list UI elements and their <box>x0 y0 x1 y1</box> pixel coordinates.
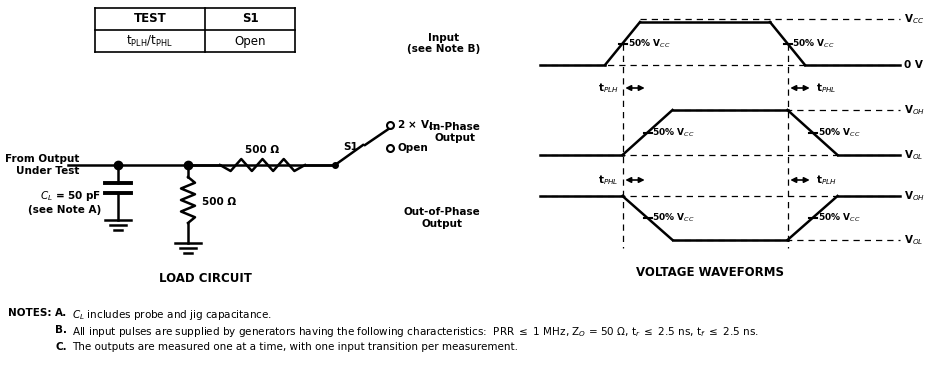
Text: From Output
Under Test: From Output Under Test <box>5 154 80 176</box>
Text: TEST: TEST <box>134 13 166 25</box>
Text: B.: B. <box>55 325 67 335</box>
Text: $C_L$ = 50 pF
(see Note A): $C_L$ = 50 pF (see Note A) <box>28 189 101 215</box>
Text: Out-of-Phase
Output: Out-of-Phase Output <box>403 207 480 229</box>
Text: t$_{PHL}$: t$_{PHL}$ <box>816 81 837 95</box>
Text: 50% V$_{CC}$: 50% V$_{CC}$ <box>818 126 860 139</box>
Text: 2 × V$_{CC}$: 2 × V$_{CC}$ <box>397 118 441 132</box>
Text: 50% V$_{CC}$: 50% V$_{CC}$ <box>818 212 860 224</box>
Text: t$_{PLH}$: t$_{PLH}$ <box>598 81 618 95</box>
Text: V$_{OL}$: V$_{OL}$ <box>904 148 923 162</box>
Text: Open: Open <box>235 34 266 47</box>
Text: LOAD CIRCUIT: LOAD CIRCUIT <box>159 271 252 285</box>
Text: t$_{PLH}$: t$_{PLH}$ <box>816 173 837 187</box>
Text: $C_L$ includes probe and jig capacitance.: $C_L$ includes probe and jig capacitance… <box>72 308 272 322</box>
Text: Open: Open <box>397 143 428 153</box>
Text: C.: C. <box>55 342 66 352</box>
Text: 500 Ω: 500 Ω <box>202 197 237 207</box>
Text: Input
(see Note B): Input (see Note B) <box>407 33 480 54</box>
Text: 0 V: 0 V <box>904 60 922 70</box>
Text: NOTES:: NOTES: <box>8 308 51 318</box>
Text: V$_{CC}$: V$_{CC}$ <box>904 12 924 26</box>
Text: V$_{OL}$: V$_{OL}$ <box>904 233 923 247</box>
Text: A.: A. <box>55 308 67 318</box>
Text: The outputs are measured one at a time, with one input transition per measuremen: The outputs are measured one at a time, … <box>72 342 518 352</box>
Text: V$_{OH}$: V$_{OH}$ <box>904 189 925 203</box>
Text: All input pulses are supplied by generators having the following characteristics: All input pulses are supplied by generat… <box>72 325 759 339</box>
Text: V$_{OH}$: V$_{OH}$ <box>904 103 925 117</box>
Text: VOLTAGE WAVEFORMS: VOLTAGE WAVEFORMS <box>636 266 784 279</box>
Text: t$_{PHL}$: t$_{PHL}$ <box>598 173 618 187</box>
Text: 50% V$_{CC}$: 50% V$_{CC}$ <box>792 37 835 50</box>
Text: S1: S1 <box>343 142 358 152</box>
Text: 50% V$_{CC}$: 50% V$_{CC}$ <box>653 212 695 224</box>
Text: 500 Ω: 500 Ω <box>245 145 279 155</box>
Text: 50% V$_{CC}$: 50% V$_{CC}$ <box>628 37 670 50</box>
Text: In-Phase
Output: In-Phase Output <box>429 122 480 143</box>
Text: t$_{\mathsf{PLH}}$/t$_{\mathsf{PHL}}$: t$_{\mathsf{PLH}}$/t$_{\mathsf{PHL}}$ <box>126 33 174 49</box>
Text: 50% V$_{CC}$: 50% V$_{CC}$ <box>653 126 695 139</box>
Text: S1: S1 <box>241 13 258 25</box>
